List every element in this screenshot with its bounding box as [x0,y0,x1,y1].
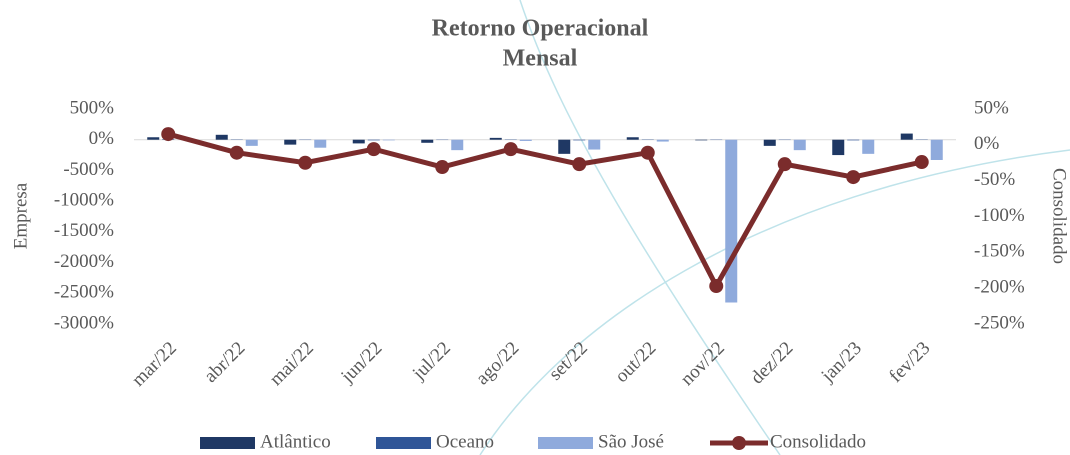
y-tick-label: -2500% [54,282,114,303]
bar [519,139,532,141]
bar [245,139,258,146]
legend-swatch [732,436,746,450]
legend-label: Atlântico [260,431,331,452]
bar [489,137,502,140]
legend-swatch [200,437,255,449]
bar [695,139,708,141]
legend-label: Consolidado [770,431,866,452]
chart-title: Retorno Operacional [432,16,649,42]
y-tick-label: -1500% [54,220,114,241]
point [366,142,381,157]
y-tick-label: 0% [89,128,115,149]
x-tick-label: jun/22 [336,338,386,388]
y2-tick-label: -200% [974,277,1025,298]
bar [588,139,601,150]
bar [793,139,806,151]
bar [421,139,434,143]
decoration [479,149,1070,455]
point [572,157,587,172]
bar [763,139,776,146]
legend-label: São José [598,431,664,452]
y2-tick-label: 0% [974,133,1000,154]
x-tick-label: ago/22 [472,338,523,389]
point [298,155,313,170]
x-tick-label: mai/22 [266,338,318,390]
point [777,157,792,172]
x-tick-label: mar/22 [128,338,181,391]
point [914,155,929,170]
y-tick-label: -3000% [54,312,114,333]
chart-title: Mensal [503,46,578,72]
bar [832,139,845,156]
y2-tick-label: -250% [974,312,1025,333]
point [846,170,861,185]
bar [900,133,913,140]
y2-tick-label: -100% [974,205,1025,226]
bar [930,139,943,160]
x-tick-label: fev/23 [885,338,934,387]
x-tick-label: nov/22 [677,338,729,390]
legend-swatch [376,437,431,449]
y2-axis-label: Consolidado [1049,168,1070,264]
y-tick-label: 500% [70,97,115,118]
y-axis-label: Empresa [10,182,31,249]
bar [451,139,464,151]
y-tick-label: -1000% [54,190,114,211]
bar [147,137,160,140]
y-tick-label: -500% [63,159,114,180]
bar [626,137,639,140]
bar [656,139,669,142]
bar [558,139,571,154]
bar [284,139,297,145]
bar [725,139,738,303]
bar [314,139,327,148]
bar [215,134,228,140]
bar [847,139,860,141]
line [167,131,923,292]
point [229,145,244,160]
point [709,279,724,294]
y-tick-label: -2000% [54,251,114,272]
x-tick-label: jan/23 [817,338,866,387]
y2-tick-label: -50% [974,169,1015,190]
bar [382,139,395,141]
bar [367,139,380,141]
bar [862,139,875,154]
y2-tick-label: -150% [974,241,1025,262]
legend-label: Oceano [436,431,494,452]
y2-tick-label: 50% [974,97,1009,118]
bar [573,139,586,141]
point [640,145,655,160]
x-tick-label: out/22 [611,338,660,387]
x-tick-label: abr/22 [200,338,249,387]
x-tick-label: jul/22 [408,338,455,385]
legend-swatch [538,437,593,449]
point [161,127,176,142]
bar [352,139,365,144]
point [435,160,450,175]
point [503,142,518,157]
x-tick-label: dez/22 [747,338,798,389]
x-tick-label: set/22 [545,338,592,385]
decoration [519,0,781,455]
